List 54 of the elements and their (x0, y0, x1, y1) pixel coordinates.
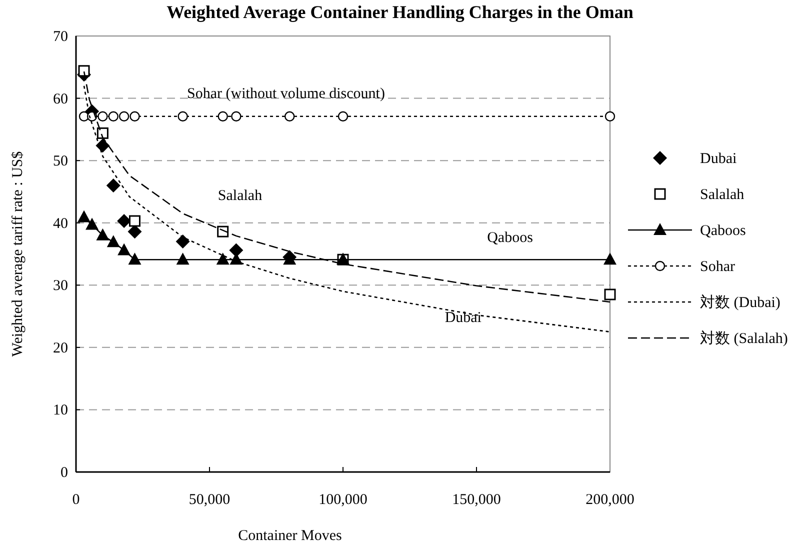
point (284, 111, 295, 122)
x-tick-label: 200,000 (586, 492, 634, 508)
y-tick-label: 70 (53, 29, 68, 45)
point (86, 218, 99, 230)
legend-label: Qaboos (700, 223, 746, 239)
point (178, 111, 188, 122)
annotation: Qaboos (487, 230, 533, 246)
x-tick-label: 50,000 (188, 492, 230, 508)
point (118, 243, 131, 256)
point (604, 111, 616, 122)
y-tick-label: 10 (53, 402, 68, 419)
point (231, 111, 242, 122)
title: Weighted Average Container Handling Charges in the Oman (166, 2, 634, 22)
point (216, 252, 230, 265)
point (128, 252, 142, 265)
point (130, 111, 140, 122)
legend-label: Sohar (700, 259, 735, 275)
point (338, 111, 348, 122)
point (106, 235, 120, 248)
y-tick-label: 60 (53, 91, 68, 108)
point (108, 111, 118, 122)
legend-label: Salalah (700, 187, 745, 203)
x-tick-label: 0 (72, 492, 80, 508)
annotation: Salalah (218, 188, 262, 204)
point (96, 138, 110, 153)
point (176, 234, 190, 249)
point (128, 215, 140, 227)
point (106, 178, 120, 192)
annotation: Dubai (444, 310, 482, 326)
y-axis-title: Weighted average tariff rate : US$ (10, 150, 26, 357)
point (128, 224, 142, 239)
x-tick-label: 100,000 (318, 492, 368, 508)
legend-label: 対数 (Salalah) (700, 330, 788, 347)
point (604, 252, 616, 265)
y-tick-label: 40 (53, 216, 68, 232)
point (229, 243, 244, 258)
point (604, 288, 616, 300)
point (218, 111, 228, 122)
point (176, 252, 190, 265)
point (78, 65, 90, 77)
y-tick-label: 30 (53, 278, 68, 294)
point (96, 228, 110, 240)
point (96, 127, 108, 139)
point (78, 210, 91, 222)
annotation: Sohar (without volume discount) (187, 86, 385, 102)
y-tick-label: 50 (53, 154, 68, 170)
x-tick-label: 150,000 (452, 492, 501, 508)
y-tick-label: 0 (60, 465, 68, 481)
x-axis-title: Container Moves (238, 528, 342, 544)
point (98, 111, 108, 122)
legend-label: Dubai (700, 151, 737, 167)
legend-label: 対数 (Dubai) (700, 294, 780, 311)
y-tick-label: 20 (53, 340, 68, 356)
point (118, 111, 130, 122)
